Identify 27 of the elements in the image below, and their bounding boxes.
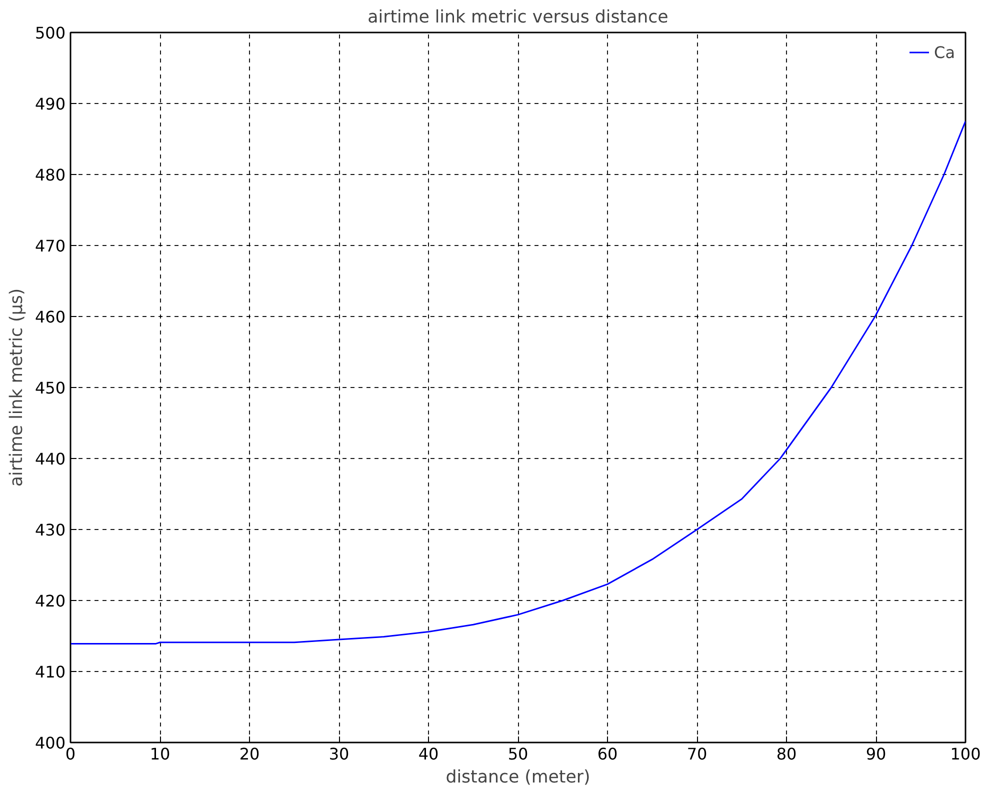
x-tick-label: 10 (150, 744, 170, 764)
y-axis-title: airtime link metric (μs) (6, 288, 27, 487)
x-tick-label: 60 (597, 744, 618, 764)
legend-label: Ca (934, 42, 955, 62)
y-tick-label: 450 (34, 378, 66, 398)
y-tick-label: 480 (34, 166, 66, 184)
x-tick-label: 80 (776, 744, 797, 764)
x-tick-label: 40 (418, 744, 439, 764)
y-tick-label: 410 (34, 662, 66, 682)
x-axis-title: distance (meter) (446, 768, 590, 788)
x-tick-label: 90 (866, 744, 886, 764)
y-tick-label: 490 (34, 94, 66, 114)
y-tick-label: 500 (34, 24, 66, 42)
x-tick-label: 100 (950, 744, 981, 764)
x-tick-label: 70 (686, 744, 708, 764)
y-tick-label: 400 (34, 734, 66, 752)
y-tick-label: 470 (34, 236, 66, 256)
y-tick-label: 420 (34, 592, 66, 610)
x-tick-label: 0 (65, 744, 76, 764)
x-tick-label: 20 (239, 744, 260, 764)
chart-title: airtime link metric versus distance (368, 8, 668, 28)
line-series (70, 120, 966, 645)
x-tick-label: 30 (328, 744, 350, 764)
x-tick-label: 50 (508, 744, 528, 764)
y-tick-label: 440 (34, 450, 66, 468)
y-tick-label: 460 (34, 308, 66, 326)
y-tick-label: 430 (34, 520, 66, 540)
